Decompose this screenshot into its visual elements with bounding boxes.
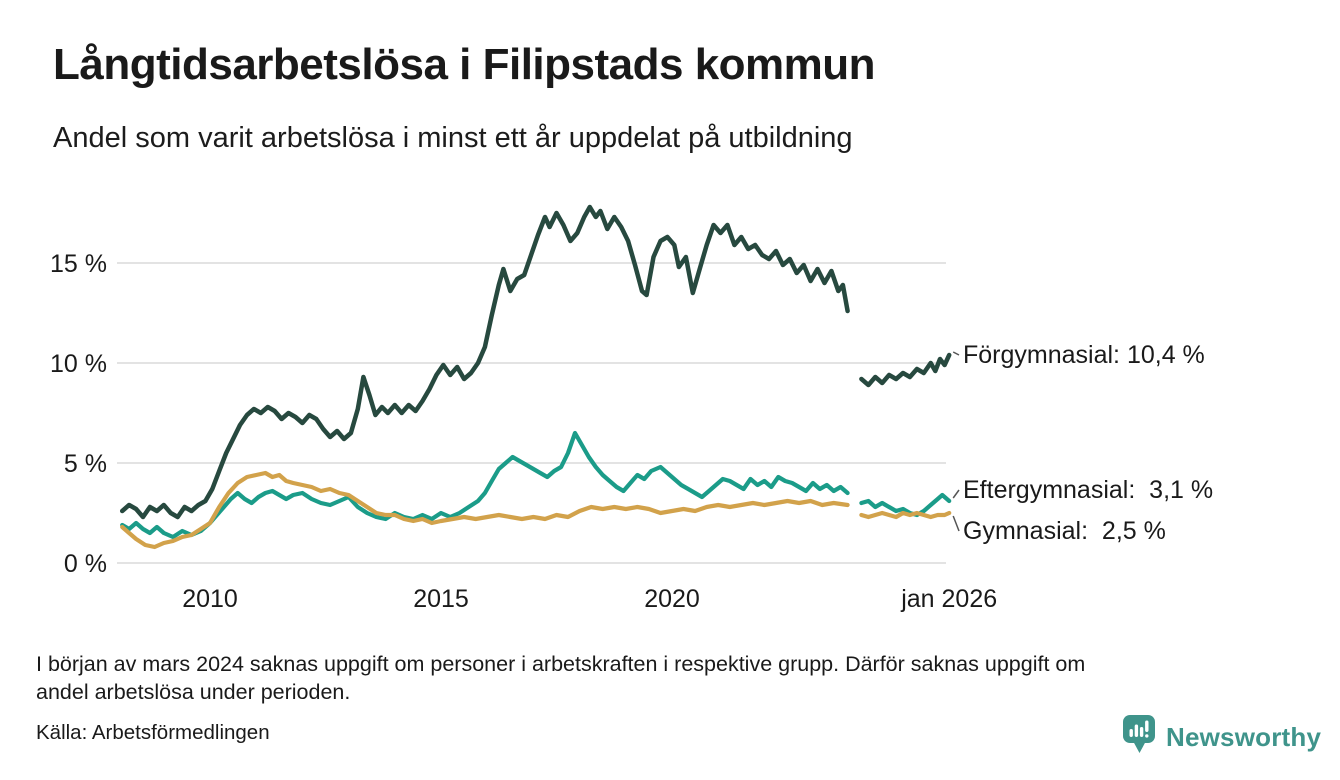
series-line-forgymnasial <box>859 352 952 388</box>
series-line-gymnasial <box>120 470 850 550</box>
x-tick-label: 2010 <box>182 585 238 613</box>
series-line-eftergymnasial <box>859 492 952 518</box>
series-end-label-eftergymnasial: Eftergymnasial: 3,1 % <box>963 476 1214 504</box>
newsworthy-logo[interactable]: Newsworthy <box>1122 714 1322 762</box>
y-tick-label: 10 % <box>50 350 107 378</box>
footnote: I början av mars 2024 saknas uppgift om … <box>36 652 1086 704</box>
x-tick-label: jan 2026 <box>900 585 997 613</box>
page-title: Långtidsarbetslösa i Filipstads kommun <box>53 40 876 89</box>
page-subtitle: Andel som varit arbetslösa i minst ett å… <box>53 122 853 154</box>
x-tick-label: 2015 <box>413 585 469 613</box>
y-tick-label: 5 % <box>64 450 107 478</box>
line-chart: 0 % 5 % 10 % 15 % 2010 2015 2020 jan 2026 <box>50 204 997 613</box>
y-tick-label: 0 % <box>64 550 107 578</box>
newsworthy-icon <box>1123 715 1155 753</box>
source-credit: Källa: Arbetsförmedlingen <box>36 721 270 744</box>
series-line-gymnasial <box>859 510 952 520</box>
newsworthy-wordmark: Newsworthy <box>1166 722 1322 752</box>
y-tick-label: 15 % <box>50 250 107 278</box>
label-connector-gymnasial <box>952 515 960 532</box>
series-end-label-forgymnasial: Förgymnasial: 10,4 % <box>963 341 1205 369</box>
label-connector-forgymnasial <box>952 351 960 356</box>
x-tick-label: 2020 <box>644 585 700 613</box>
series-line-eftergymnasial <box>120 430 850 540</box>
series-end-label-gymnasial: Gymnasial: 2,5 % <box>963 517 1166 545</box>
series-line-forgymnasial <box>119 204 850 520</box>
label-connector-eftergymnasial <box>952 489 960 499</box>
